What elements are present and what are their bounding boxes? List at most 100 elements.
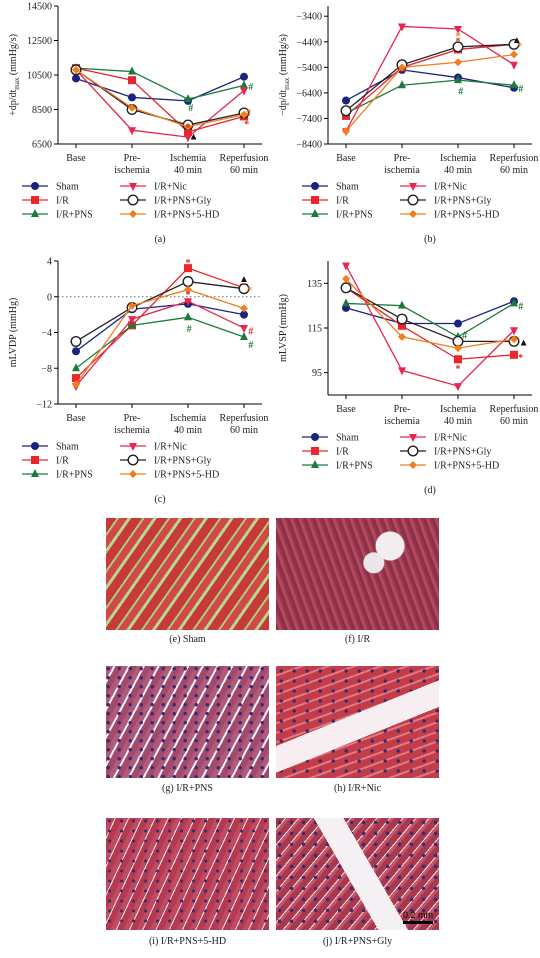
data-point-i-r-pns-gly — [452, 41, 464, 53]
x-tick-label: Base — [66, 153, 86, 164]
panel-label: (c) — [154, 494, 165, 505]
significance-mark: # — [518, 302, 523, 313]
legend-label: Sham — [336, 182, 359, 193]
significance-mark: ▲ — [239, 274, 249, 285]
x-tick-label: Base — [336, 404, 356, 415]
data-point-i-r-pns-5-hd — [128, 301, 136, 310]
histology-caption-i: (i) I/R+PNS+5-HD — [148, 936, 227, 947]
legend-swatch-marker — [31, 182, 39, 190]
legend-swatch-marker — [409, 183, 417, 191]
y-tick-label: −5400 — [296, 63, 322, 74]
data-point-i-r-pns-5-hd — [128, 103, 136, 112]
significance-mark: * — [186, 290, 191, 301]
legend-swatch-marker — [127, 454, 139, 466]
data-point-i-r-nic — [184, 298, 192, 307]
series-i-r-nic — [342, 262, 518, 392]
y-tick-label: −6400 — [296, 88, 322, 99]
x-tick-label: 40 min — [174, 425, 202, 436]
x-tick-label: Base — [336, 153, 356, 164]
significance-mark: ▲ — [189, 131, 199, 142]
legend-swatch-marker — [409, 461, 417, 469]
x-tick-label: Reperfusion — [490, 153, 539, 164]
data-point-i-r-pns — [184, 312, 192, 321]
significance-mark: # — [188, 103, 193, 114]
series-line-i-r — [345, 43, 515, 117]
series-sham — [72, 72, 248, 105]
data-point-i-r-pns — [510, 80, 518, 89]
legend-swatch-marker — [31, 456, 39, 464]
legend-label: I/R+PNS — [56, 210, 93, 221]
legend-label: I/R+PNS+5-HD — [154, 210, 219, 221]
histology-image-ir-pns-gly: 0.2 mm — [276, 818, 439, 930]
data-point-i-r-pns-5-hd — [454, 58, 462, 67]
data-point-i-r-pns-5-hd — [398, 63, 406, 72]
legend-item-i-r-nic: I/R+Nic — [120, 442, 187, 453]
data-point-i-r-nic — [342, 262, 350, 271]
data-point-i-r-pns-5-hd — [398, 332, 406, 341]
data-point-i-r-pns-gly — [182, 276, 194, 288]
significance-mark: * — [517, 42, 522, 53]
legend-item-i-r: I/R — [302, 196, 349, 207]
data-point-i-r-pns — [72, 363, 80, 372]
chart-panel-d: 95 115 135 Base Pre-ischemia Ischemia 40 min Re… — [270, 255, 540, 510]
series-i-r-pns — [72, 312, 248, 372]
series-i-r-pns — [342, 298, 518, 340]
legend-swatch-marker — [409, 434, 417, 442]
series-i-r-pns — [72, 63, 248, 103]
scale-bar — [403, 921, 433, 924]
legend-swatch-marker — [31, 442, 39, 450]
y-tick-label: −8 — [41, 364, 52, 375]
data-point-i-r-pns-gly — [340, 282, 352, 294]
significance-mark: # — [248, 82, 253, 93]
series-line-sham — [75, 76, 245, 102]
y-axis-label: mLVDP (mmHg) — [8, 298, 19, 368]
legend-item-sham: Sham — [302, 433, 359, 444]
scale-bar-label: 0.2 mm — [402, 910, 433, 920]
series-sham — [342, 65, 518, 105]
legend-label: I/R+PNS+Gly — [434, 196, 491, 207]
series-i-r-pns-5-hd — [72, 285, 248, 389]
legend-swatch-marker — [409, 210, 417, 218]
x-tick-label: 40 min — [444, 165, 472, 176]
series-i-r — [72, 264, 248, 383]
x-tick-label: 60 min — [500, 416, 528, 427]
data-point-i-r — [398, 321, 406, 330]
x-tick-label: Ischemia — [440, 153, 477, 164]
legend-swatch-marker — [407, 445, 419, 457]
legend-item-i-r-pns-5-hd: I/R+PNS+5-HD — [400, 210, 499, 221]
data-point-i-r-pns — [240, 80, 248, 89]
legend-swatch-marker — [129, 210, 137, 218]
legend-label: I/R+Nic — [154, 442, 187, 453]
data-point-sham — [128, 93, 136, 102]
data-point-i-r-nic — [454, 26, 462, 34]
series-line-i-r-pns — [75, 67, 245, 100]
data-point-i-r — [184, 127, 192, 136]
data-point-i-r-pns — [342, 298, 350, 307]
data-point-i-r-pns-gly — [340, 105, 352, 117]
significance-mark: * — [244, 119, 249, 130]
legend-label: I/R — [336, 196, 349, 207]
y-tick-label: −4400 — [296, 37, 322, 48]
data-point-i-r — [128, 76, 136, 85]
data-point-i-r-nic — [240, 87, 248, 96]
series-i-r-pns-5-hd — [342, 274, 518, 353]
series-line-i-r-pns — [75, 316, 245, 369]
y-tick-label: 95 — [312, 368, 322, 379]
y-tick-label: 10500 — [27, 71, 52, 82]
significance-mark: * — [456, 364, 461, 375]
data-point-sham — [240, 72, 248, 81]
histology-image-ir-nic — [276, 666, 439, 778]
x-tick-label: 60 min — [230, 425, 258, 436]
significance-mark: * — [186, 258, 191, 269]
data-point-i-r-nic — [510, 61, 518, 70]
significance-mark: # — [518, 84, 523, 95]
data-point-i-r-nic — [128, 127, 136, 136]
legend-label: I/R+PNS+Gly — [434, 447, 491, 458]
data-point-i-r-pns — [398, 80, 406, 89]
series-line-i-r-nic — [345, 25, 515, 132]
x-tick-label: 60 min — [230, 165, 258, 176]
data-point-sham — [342, 96, 350, 105]
y-tick-label: 115 — [307, 324, 322, 335]
data-point-i-r-pns — [128, 320, 136, 329]
